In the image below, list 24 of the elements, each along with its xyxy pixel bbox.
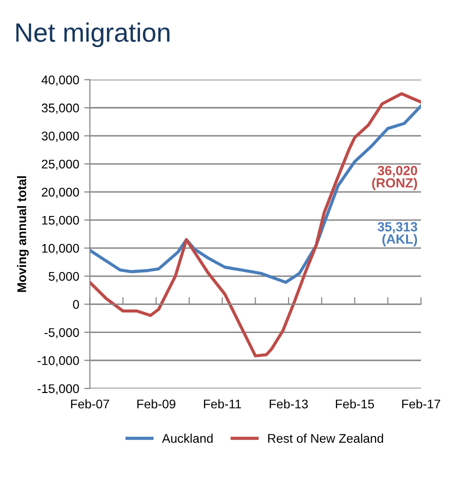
y-tick-label: 10,000 bbox=[42, 244, 79, 254]
annotation: 35,313 (AKL) bbox=[378, 222, 418, 246]
y-tick-label: -5,000 bbox=[44, 328, 79, 338]
y-tick-label: -15,000 bbox=[38, 384, 79, 395]
x-tick-label: Feb-11 bbox=[204, 399, 242, 408]
y-tick-label: 20,000 bbox=[42, 188, 79, 198]
x-tick-label: Feb-15 bbox=[336, 399, 374, 408]
y-tick-label: 25,000 bbox=[42, 160, 79, 170]
y-tick-label: 35,000 bbox=[42, 104, 79, 114]
annotation: 36,020 (RONZ) bbox=[372, 166, 418, 190]
y-tick-label: 40,000 bbox=[42, 75, 79, 86]
legend-label: Auckland bbox=[162, 434, 213, 443]
y-tick-label: 30,000 bbox=[42, 132, 79, 142]
x-tick-label: Feb-17 bbox=[402, 399, 440, 408]
y-tick-label: -10,000 bbox=[38, 356, 79, 366]
legend-label: Rest of New Zealand bbox=[268, 434, 384, 443]
x-tick-label: Feb-07 bbox=[71, 399, 110, 408]
chart-title: Net migration bbox=[16, 22, 170, 48]
y-tick-label: 5,000 bbox=[48, 272, 79, 282]
x-tick-label: Feb-09 bbox=[137, 399, 176, 408]
y-tick-label: 15,000 bbox=[42, 216, 79, 226]
y-axis-title: Moving annual total bbox=[17, 176, 29, 292]
y-tick-label: 0 bbox=[72, 300, 79, 309]
x-tick-label: Feb-13 bbox=[270, 399, 308, 408]
